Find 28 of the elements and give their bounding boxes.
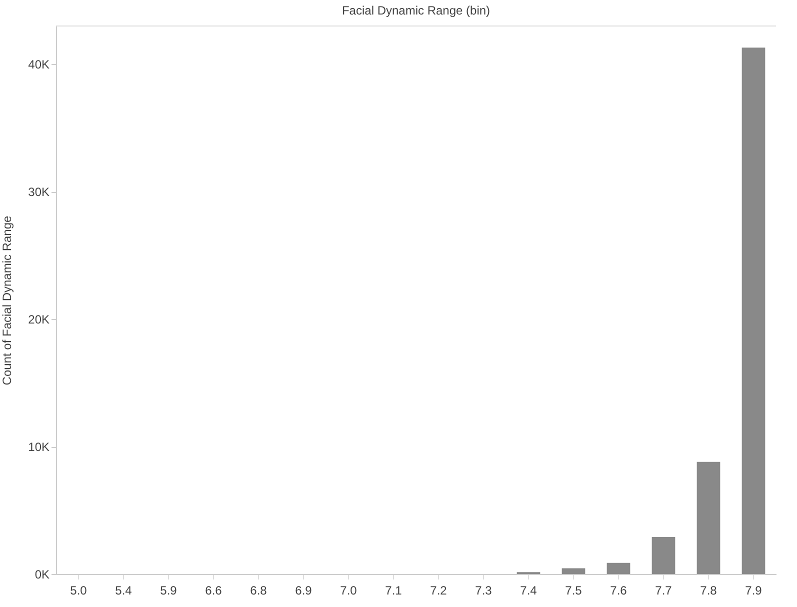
y-tick-label: 30K	[28, 185, 50, 200]
y-axis-title: Count of Facial Dynamic Range	[0, 215, 14, 386]
bar	[652, 537, 676, 574]
x-tick-label: 6.6	[205, 584, 222, 598]
x-tick-label: 7.1	[385, 584, 402, 598]
x-tick-label: 7.2	[430, 584, 448, 598]
y-tick-label: 20K	[28, 312, 50, 327]
x-tick-label: 6.8	[250, 584, 268, 598]
x-tick-label: 5.9	[160, 584, 178, 598]
x-tick-label: 7.7	[655, 584, 672, 598]
x-tick-label: 7.4	[520, 584, 538, 598]
bar	[696, 462, 720, 574]
x-tick-label: 7.0	[340, 584, 358, 598]
y-tick-label: 0K	[34, 568, 50, 582]
x-tick-label: 7.6	[610, 584, 628, 598]
x-tick-label: 6.9	[295, 584, 312, 598]
bar	[606, 562, 630, 574]
y-tick-label: 40K	[28, 58, 50, 72]
y-tick-label: 10K	[28, 440, 50, 454]
x-tick-label: 7.8	[700, 584, 718, 598]
x-tick-label: 5.0	[70, 584, 88, 598]
x-axis-title: Facial Dynamic Range (bin)	[342, 4, 490, 18]
x-tick-label: 7.5	[565, 584, 582, 598]
bar	[742, 48, 766, 574]
x-tick-label: 7.3	[475, 584, 492, 598]
x-tick-label: 5.4	[115, 584, 132, 598]
bar	[562, 568, 586, 574]
x-tick-label: 7.9	[745, 584, 762, 598]
